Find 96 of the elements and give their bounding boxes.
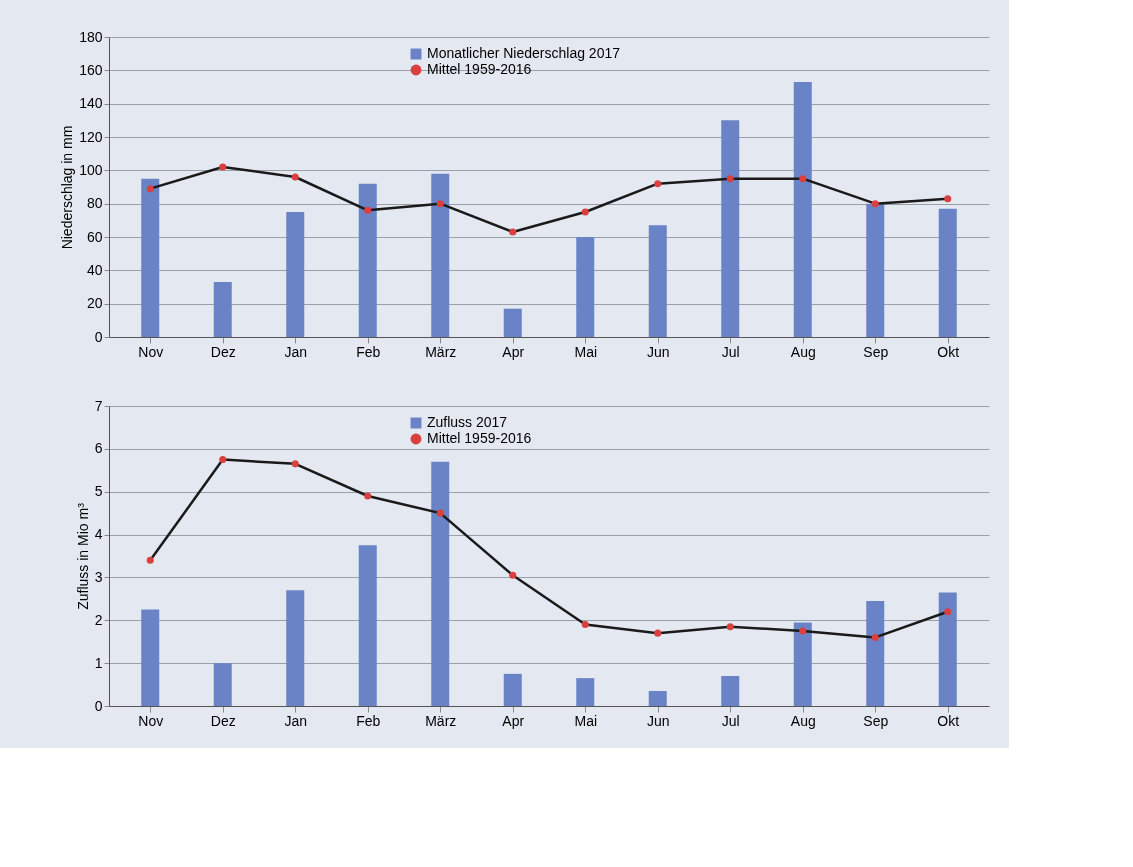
y-tick-label: 180 xyxy=(79,28,103,45)
bar xyxy=(213,282,232,337)
bar xyxy=(141,178,160,337)
bar xyxy=(938,592,957,706)
y-tick-label: 160 xyxy=(79,61,103,78)
point xyxy=(726,623,734,631)
y-tick-label: 60 xyxy=(86,228,103,245)
y-tick-label: 100 xyxy=(79,161,103,178)
bar xyxy=(431,461,450,706)
y-tick-label: 7 xyxy=(94,397,103,414)
point xyxy=(726,175,734,183)
bar xyxy=(793,82,812,337)
point xyxy=(509,228,517,236)
bar xyxy=(213,663,232,706)
y-axis-title: Niederschlag in mm xyxy=(59,125,76,250)
point xyxy=(146,556,154,564)
legend-label: Monatlicher Niederschlag 2017 xyxy=(427,45,621,61)
y-tick-label: 40 xyxy=(86,261,103,278)
point xyxy=(581,208,589,216)
legend-label: Zufluss 2017 xyxy=(427,414,508,430)
x-tick-label: Jun xyxy=(646,343,670,360)
bar xyxy=(648,691,667,706)
x-tick-label: Jan xyxy=(284,712,308,729)
point xyxy=(799,175,807,183)
point xyxy=(364,206,372,214)
bar xyxy=(793,622,812,706)
point xyxy=(364,492,372,500)
y-tick-label: 2 xyxy=(94,611,103,628)
point xyxy=(146,185,154,193)
point xyxy=(581,621,589,629)
y-tick-label: 0 xyxy=(94,328,103,345)
point xyxy=(291,460,299,468)
x-tick-label: Dez xyxy=(210,343,236,360)
x-tick-label: Jun xyxy=(646,712,670,729)
x-tick-label: Dez xyxy=(210,712,236,729)
y-axis-title: Zufluss in Mio m³ xyxy=(74,502,91,610)
point xyxy=(509,571,517,579)
bar xyxy=(938,208,957,337)
point xyxy=(219,163,227,171)
x-tick-label: Aug xyxy=(790,712,816,729)
x-tick-label: Feb xyxy=(356,343,381,360)
x-tick-label: Apr xyxy=(502,712,525,729)
x-tick-label: Jan xyxy=(284,343,308,360)
bar xyxy=(286,212,305,337)
bar xyxy=(286,590,305,706)
x-tick-label: Nov xyxy=(138,712,164,729)
point xyxy=(871,200,879,208)
x-tick-label: März xyxy=(425,343,457,360)
bar xyxy=(721,120,740,337)
bar xyxy=(431,173,450,337)
point xyxy=(436,509,444,517)
x-tick-label: Nov xyxy=(138,343,164,360)
bar xyxy=(576,678,595,706)
y-tick-label: 4 xyxy=(94,526,103,543)
x-tick-label: Mai xyxy=(574,712,598,729)
bar xyxy=(141,609,160,706)
x-tick-label: Sep xyxy=(863,712,889,729)
x-tick-label: Aug xyxy=(790,343,816,360)
y-tick-label: 3 xyxy=(94,568,103,585)
x-tick-label: Okt xyxy=(937,712,960,729)
bar xyxy=(503,673,522,706)
y-tick-label: 20 xyxy=(86,295,103,312)
bar xyxy=(866,203,885,337)
point xyxy=(654,180,662,188)
x-tick-label: Mai xyxy=(574,343,598,360)
point xyxy=(219,456,227,464)
y-tick-label: 1 xyxy=(94,654,103,671)
y-tick-label: 120 xyxy=(79,128,103,145)
bar xyxy=(721,676,740,706)
y-tick-label: 80 xyxy=(86,195,103,212)
x-tick-label: März xyxy=(425,712,457,729)
point xyxy=(436,200,444,208)
legend-label: Mittel 1959-2016 xyxy=(427,61,532,77)
point xyxy=(654,629,662,637)
point xyxy=(944,195,952,203)
point xyxy=(291,173,299,181)
bar xyxy=(503,308,522,337)
bar xyxy=(576,237,595,337)
x-tick-label: Sep xyxy=(863,343,889,360)
x-tick-label: Okt xyxy=(937,343,960,360)
y-tick-label: 5 xyxy=(94,483,103,500)
legend-label: Mittel 1959-2016 xyxy=(427,430,532,446)
y-tick-label: 140 xyxy=(79,95,103,112)
x-tick-label: Apr xyxy=(502,343,525,360)
point xyxy=(799,627,807,635)
point xyxy=(944,608,952,616)
x-tick-label: Jul xyxy=(721,712,740,729)
bar xyxy=(358,183,377,337)
y-tick-label: 6 xyxy=(94,440,103,457)
x-tick-label: Feb xyxy=(356,712,381,729)
y-tick-label: 0 xyxy=(94,697,103,714)
bar xyxy=(866,601,885,706)
bar xyxy=(648,225,667,337)
x-tick-label: Jul xyxy=(721,343,740,360)
bar xyxy=(358,545,377,706)
point xyxy=(871,633,879,641)
